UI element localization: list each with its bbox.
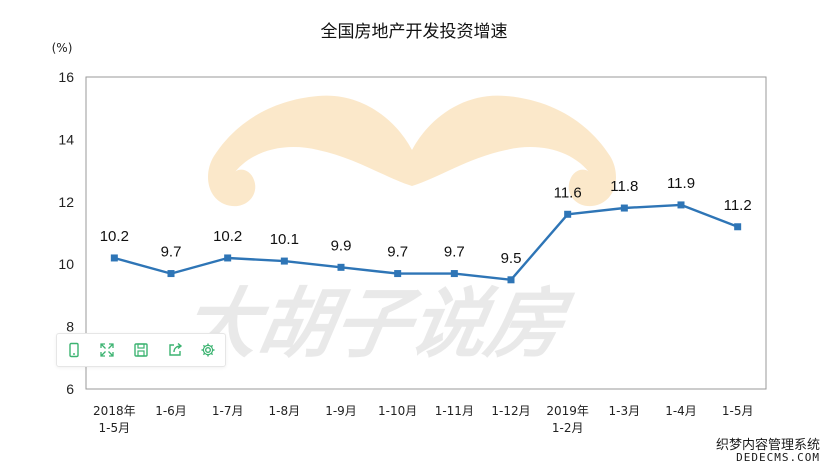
data-point — [224, 254, 232, 262]
y-tick-label: 12 — [58, 194, 74, 210]
data-point — [394, 270, 402, 278]
data-point — [564, 210, 572, 218]
watermark-brand-text: 大胡子说房 — [175, 281, 578, 369]
data-label: 9.7 — [444, 244, 465, 261]
x-tick-label-line: 1-5月 — [99, 421, 131, 435]
x-tick-label: 1-4月 — [665, 404, 697, 418]
x-tick-label-line: 1-3月 — [609, 404, 641, 418]
x-tick-label: 1-8月 — [269, 404, 301, 418]
x-tick-label-line: 1-8月 — [269, 404, 301, 418]
x-tick-label-line: 1-11月 — [435, 404, 474, 418]
y-tick-label: 8 — [66, 319, 74, 335]
x-tick-label: 1-3月 — [609, 404, 641, 418]
share-icon[interactable] — [163, 338, 187, 362]
footer-watermark-en: DEDECMS.COM — [736, 451, 820, 465]
footer-watermark: 织梦内容管理系统 DEDECMS.COM — [716, 439, 820, 464]
x-tick-label-line: 1-10月 — [378, 404, 417, 418]
data-label: 11.8 — [610, 178, 638, 195]
data-label: 9.7 — [161, 244, 182, 261]
x-tick-label-line: 1-7月 — [212, 404, 244, 418]
x-tick-label: 1-10月 — [378, 404, 417, 418]
data-point — [450, 270, 458, 278]
data-point — [734, 223, 742, 231]
save-icon[interactable] — [129, 338, 153, 362]
y-tick-label: 14 — [58, 131, 74, 147]
x-tick-label: 1-6月 — [155, 404, 187, 418]
y-axis: 6 8 10 12 14 16 — [58, 69, 74, 397]
plot-area-frame — [85, 76, 767, 390]
data-label: 11.2 — [724, 197, 752, 214]
x-tick-label-line: 1-5月 — [722, 404, 754, 418]
data-label: 9.5 — [501, 250, 522, 267]
data-label: 9.9 — [331, 237, 352, 254]
y-axis-unit: (%) — [52, 41, 73, 55]
x-tick-label: 1-9月 — [325, 404, 357, 418]
data-labels: 10.2 9.7 10.2 10.1 9.9 9.7 9.7 9.5 11.6 11.8 11.9 1… — [100, 175, 752, 267]
y-tick-label: 16 — [58, 69, 74, 85]
x-tick-label-line: 1-2月 — [552, 421, 584, 435]
y-tick-label: 10 — [58, 256, 74, 272]
footer-watermark-cn: 织梦内容管理系统 — [715, 437, 820, 453]
x-tick-label: 1-11月 — [435, 404, 474, 418]
mustache-logo — [208, 95, 616, 207]
chart-title: 全国房地产开发投资增速 — [321, 22, 508, 42]
series-line — [113, 203, 739, 281]
tablet-icon[interactable] — [62, 338, 86, 362]
data-point — [337, 263, 345, 271]
x-tick-label-line: 1-12月 — [491, 404, 530, 418]
data-label: 10.2 — [100, 228, 129, 245]
data-label: 11.9 — [667, 175, 695, 192]
x-tick-label-line: 1-9月 — [325, 404, 357, 418]
series-layer — [110, 201, 742, 284]
x-tick-label: 1-7月 — [212, 404, 244, 418]
data-label: 10.1 — [270, 231, 299, 248]
data-point — [167, 270, 175, 278]
x-tick-label-line: 2018年 — [93, 404, 136, 418]
fullscreen-icon[interactable] — [95, 338, 119, 362]
data-label: 10.2 — [213, 228, 242, 245]
data-point — [620, 204, 628, 212]
data-point — [280, 257, 288, 265]
x-tick-label-line: 2019年 — [546, 404, 589, 418]
data-point — [677, 201, 685, 209]
x-axis: 2018年 1-5月 1-6月 1-7月 1-8月 1-9月 1-10月 1-11月 1-12月… — [93, 404, 753, 435]
data-label: 9.7 — [387, 244, 408, 261]
x-tick-label: 1-5月 — [722, 404, 754, 418]
x-tick-label: 2019年 1-2月 — [546, 404, 589, 435]
data-point — [507, 276, 515, 284]
x-tick-label-line: 1-4月 — [665, 404, 697, 418]
chart-toolbar — [56, 333, 226, 367]
x-tick-label-line: 1-6月 — [155, 404, 187, 418]
settings-icon[interactable] — [196, 338, 220, 362]
data-point — [110, 254, 118, 262]
x-tick-label: 1-12月 — [491, 404, 530, 418]
x-tick-label: 2018年 1-5月 — [93, 404, 136, 435]
data-label: 11.6 — [554, 184, 582, 201]
y-tick-label: 6 — [66, 381, 74, 397]
